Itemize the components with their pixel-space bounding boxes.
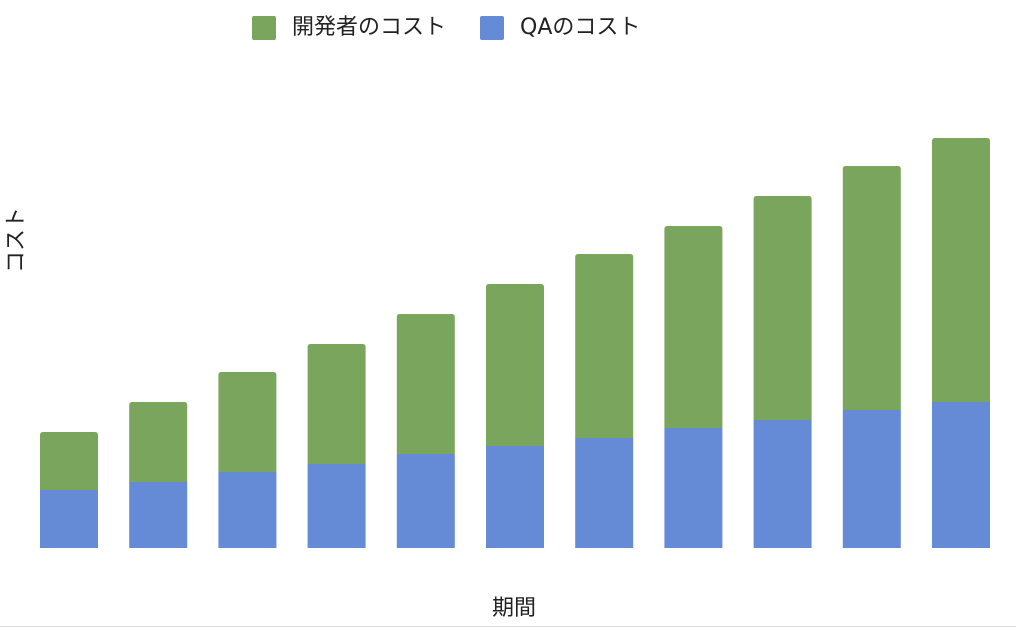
bar-segment-developer-cost-5[interactable] xyxy=(396,314,455,454)
legend-swatch-developer-cost xyxy=(252,16,276,40)
x-axis-label: 期間 xyxy=(491,596,537,621)
bar-segment-qa-cost-5[interactable] xyxy=(396,454,455,548)
bar-segment-qa-cost-3[interactable] xyxy=(218,472,277,548)
legend-label-qa-cost: QAのコスト xyxy=(520,15,641,40)
legend-item-developer-cost[interactable]: 開発者のコスト xyxy=(252,14,446,42)
bar-segment-developer-cost-8[interactable] xyxy=(664,226,723,428)
bar-segment-developer-cost-1[interactable] xyxy=(40,432,98,490)
legend-swatch-qa-cost xyxy=(480,16,505,40)
bar-segment-qa-cost-7[interactable] xyxy=(575,438,634,548)
bar-segment-developer-cost-7[interactable] xyxy=(575,254,634,438)
bar-segment-developer-cost-10[interactable] xyxy=(842,166,901,410)
bar-segment-qa-cost-2[interactable] xyxy=(129,482,188,548)
bar-segment-qa-cost-10[interactable] xyxy=(842,410,901,548)
bar-segment-developer-cost-3[interactable] xyxy=(218,372,277,472)
legend-label-developer-cost: 開発者のコスト xyxy=(292,15,447,40)
bar-segment-qa-cost-9[interactable] xyxy=(753,420,812,548)
bar-segment-developer-cost-11[interactable] xyxy=(932,138,990,402)
bar-segment-developer-cost-9[interactable] xyxy=(753,196,812,420)
bar-segment-developer-cost-6[interactable] xyxy=(486,284,544,446)
bar-segment-qa-cost-4[interactable] xyxy=(307,464,366,548)
bar-segment-qa-cost-1[interactable] xyxy=(40,490,98,548)
legend: 開発者のコスト QAのコスト xyxy=(252,14,674,42)
bar-segment-qa-cost-8[interactable] xyxy=(664,428,723,548)
bottom-divider xyxy=(0,626,1016,627)
bar-segment-qa-cost-11[interactable] xyxy=(932,402,990,548)
bar-segment-developer-cost-4[interactable] xyxy=(307,344,366,464)
legend-item-qa-cost[interactable]: QAのコスト xyxy=(480,14,640,42)
bar-segment-developer-cost-2[interactable] xyxy=(129,402,188,482)
bar-segment-qa-cost-6[interactable] xyxy=(486,446,544,548)
